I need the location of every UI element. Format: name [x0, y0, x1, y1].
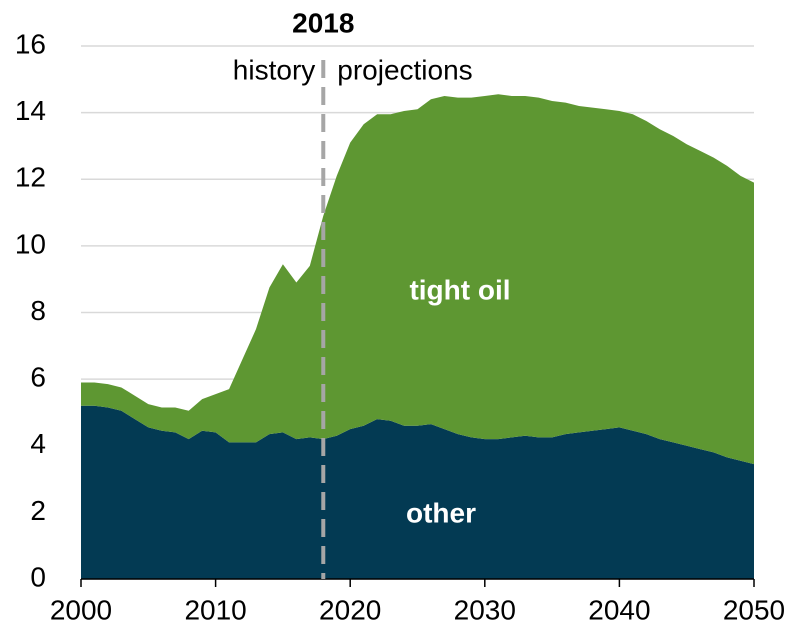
x-tick-label: 2050: [723, 594, 785, 625]
series-label: other: [406, 497, 476, 528]
y-tick-label: 0: [30, 561, 46, 592]
x-tick-label: 2010: [184, 594, 246, 625]
overlay: 0 2 4 6 8 10 12 14 16 2000 2010 2020 2030 2040 2050 201…: [15, 7, 785, 625]
y-tick-label: 12: [15, 162, 46, 193]
y-tick-label: 6: [30, 362, 46, 393]
x-tick-label: 2020: [319, 594, 381, 625]
x-tick-label: 2000: [50, 594, 112, 625]
y-tick-label: 4: [30, 428, 46, 459]
y-tick-label: 2: [30, 495, 46, 526]
y-tick-label: 8: [30, 295, 46, 326]
y-tick-label: 16: [15, 28, 46, 59]
history-label: history: [233, 54, 315, 85]
x-tick-label: 2040: [588, 594, 650, 625]
area: [81, 94, 754, 465]
projections-label: projections: [337, 54, 472, 85]
x-tick-label: 2030: [454, 594, 516, 625]
divider-year: 2018: [292, 7, 354, 38]
area: [81, 405, 754, 579]
y-tick-label: 10: [15, 228, 46, 259]
y-tick-label: 14: [15, 95, 46, 126]
series-label: tight oil: [409, 274, 510, 305]
areas: [81, 94, 754, 579]
